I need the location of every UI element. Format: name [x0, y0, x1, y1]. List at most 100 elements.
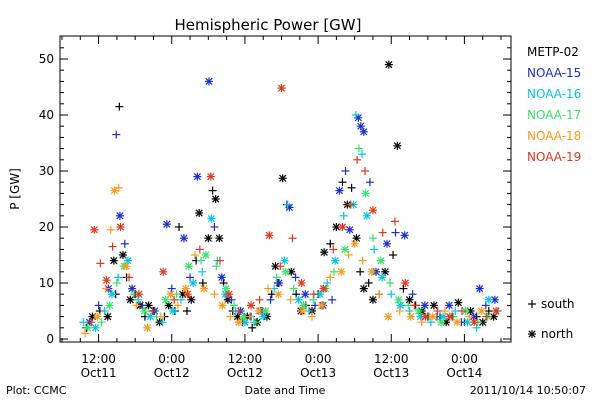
north-point: [356, 122, 365, 131]
north-point: [123, 256, 132, 265]
legend-entry: NOAA-16: [527, 87, 581, 101]
north-point: [206, 172, 215, 181]
north-point: [470, 318, 479, 327]
y-tick-label: 40: [39, 108, 54, 122]
south-point: [81, 329, 90, 338]
south-point: [208, 186, 217, 195]
south-point: [212, 262, 221, 271]
north-point: [454, 298, 463, 307]
north-point: [181, 284, 190, 293]
south-point: [364, 279, 373, 287]
south-point: [356, 267, 365, 276]
south-point: [245, 312, 254, 321]
south-point: [283, 200, 292, 209]
north-point: [376, 256, 385, 265]
north-point: [406, 312, 415, 321]
x-tick-label-date: Oct14: [446, 366, 482, 380]
north-point: [274, 290, 283, 299]
legend-marker-label: north: [541, 327, 573, 341]
north-point: [261, 307, 270, 315]
south-point: [120, 239, 129, 248]
north-point: [393, 141, 402, 150]
north-point: [102, 276, 111, 285]
north-point: [201, 251, 210, 259]
south-point: [408, 290, 417, 299]
north-point: [340, 245, 349, 254]
south-point: [370, 245, 379, 254]
north-point: [143, 323, 152, 332]
plot-credit: Plot: CCMC: [6, 384, 67, 397]
south-point: [182, 307, 191, 315]
south-point: [465, 312, 474, 321]
south-point: [344, 251, 353, 259]
south-point: [132, 301, 141, 310]
south-point: [289, 284, 298, 293]
south-point: [106, 225, 115, 234]
y-axis: 0 10 20 30 40 50: [39, 47, 511, 346]
south-point: [156, 312, 165, 321]
north-point: [421, 312, 430, 321]
south-point: [190, 251, 199, 259]
south-point: [426, 318, 435, 327]
north-point: [204, 77, 213, 86]
north-point: [134, 290, 143, 299]
north-point: [187, 295, 196, 304]
south-point: [339, 211, 348, 220]
north-point: [396, 301, 405, 310]
x-tick-label-time: 0:00: [451, 352, 478, 366]
south-point: [114, 273, 123, 282]
north-point: [301, 290, 310, 299]
north-point: [331, 256, 340, 265]
south-point: [248, 323, 257, 332]
south-point: [267, 290, 276, 299]
north-point: [492, 307, 501, 315]
north-point: [384, 312, 393, 321]
north-point: [319, 284, 328, 293]
south-point: [307, 312, 316, 321]
north-point: [484, 295, 493, 304]
north-point: [254, 307, 263, 315]
south-point: [198, 267, 207, 276]
north-point: [140, 307, 149, 315]
south-point: [329, 267, 338, 276]
legend-entry: NOAA-19: [527, 150, 581, 164]
north-point: [429, 301, 438, 310]
x-tick-label-time: 0:00: [305, 352, 332, 366]
y-tick-label: 10: [39, 276, 54, 290]
south-point: [291, 273, 300, 282]
north-point: [359, 284, 368, 293]
north-point: [166, 290, 175, 299]
north-point: [338, 223, 347, 231]
south-point: [148, 307, 157, 315]
south-point: [361, 167, 370, 175]
x-tick-label-date: Oct13: [373, 366, 409, 380]
south-point: [341, 167, 350, 175]
south-point: [357, 150, 366, 159]
south-point: [417, 318, 426, 327]
north-point: [259, 312, 268, 321]
north-point: [110, 186, 119, 195]
north-point: [298, 307, 307, 315]
north-point: [215, 234, 224, 243]
north-point: [168, 307, 177, 315]
south-point: [304, 307, 313, 315]
x-tick-label-time: 12:00: [81, 352, 116, 366]
south-point: [195, 245, 204, 254]
south-point: [234, 307, 243, 315]
north-point: [211, 195, 220, 203]
south-point: [389, 251, 398, 259]
south-point: [255, 295, 264, 304]
north-point: [103, 312, 112, 321]
north-point: [278, 174, 287, 183]
south-point: [134, 295, 143, 304]
x-tick-label-date: Oct11: [81, 366, 117, 380]
south-point: [309, 295, 318, 304]
plot-frame: [59, 35, 512, 343]
north-point: [265, 231, 274, 240]
south-point: [210, 290, 219, 299]
y-tick-label: 50: [39, 52, 54, 66]
north-point: [437, 318, 446, 327]
south-point: [353, 155, 362, 164]
north-point: [382, 239, 391, 248]
